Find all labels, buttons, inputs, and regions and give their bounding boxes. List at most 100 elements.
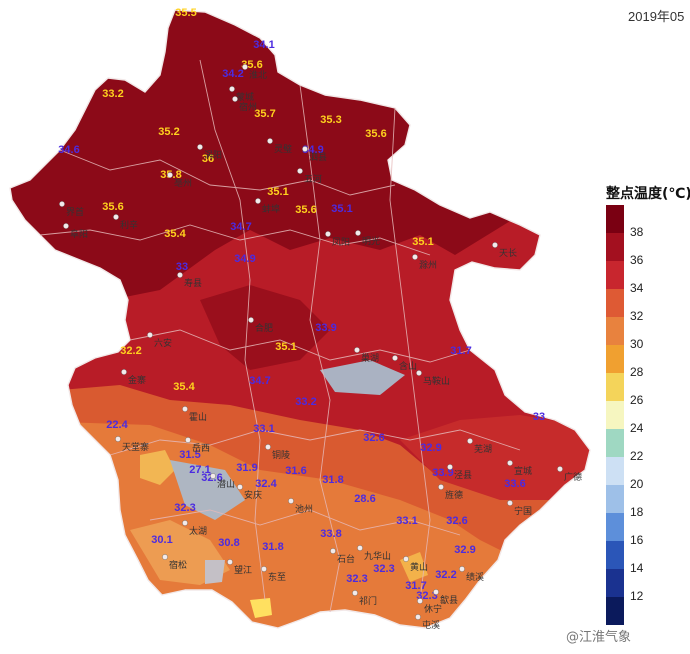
station-marker [265,444,271,450]
legend-swatch [606,597,624,625]
station-marker [507,460,513,466]
legend-tick-label: 38 [630,225,644,239]
legend-swatch [606,289,624,317]
station-marker [182,406,188,412]
place-name: 屯溪 [422,619,440,631]
temperature-reading: 33.8 [320,528,341,540]
station-marker [248,317,254,323]
legend-swatch [606,457,624,485]
station-marker [352,590,358,596]
temperature-reading: 33 [176,261,188,273]
temperature-reading: 32.6 [363,432,384,444]
place-name: 休宁 [424,603,442,615]
station-marker [113,214,119,220]
place-name: 铜陵 [272,449,290,461]
station-marker [237,484,243,490]
temperature-reading: 32.9 [420,442,441,454]
place-name: 马鞍山 [423,375,450,387]
place-name: 阜阳 [70,228,88,240]
place-name: 泾县 [454,469,472,481]
place-name: 歙县 [440,594,458,606]
temperature-reading: 32.9 [454,544,475,556]
station-marker [557,466,563,472]
station-marker [417,598,423,604]
temperature-reading: 32.3 [346,573,367,585]
legend-swatch [606,233,624,261]
place-name: 六安 [154,337,172,349]
station-marker [302,146,308,152]
place-name: 宿州 [239,101,257,113]
legend-tick-label: 18 [630,505,644,519]
legend-swatch [606,401,624,429]
temperature-reading: 33.1 [396,515,417,527]
temperature-reading: 35.3 [320,114,341,126]
station-marker [325,231,331,237]
temperature-reading: 31.6 [285,465,306,477]
legend-color-bar [606,205,624,625]
legend-swatch [606,485,624,513]
station-marker [167,172,173,178]
temperature-reading: 35.6 [365,128,386,140]
temperature-reading: 34.7 [230,221,251,233]
place-name: 祁门 [359,595,377,607]
temperature-reading: 35.6 [102,201,123,213]
place-name: 天长 [499,247,517,259]
place-name: 天堂寨 [122,441,149,453]
temperature-reading: 35.4 [164,228,186,240]
place-name: 蚌埠 [262,203,280,215]
temperature-reading: 27.1 [189,464,210,476]
temperature-reading: 34.6 [58,144,79,156]
station-marker [447,464,453,470]
station-marker [182,520,188,526]
temperature-reading: 32.2 [435,569,456,581]
date-text: 2019年05 [628,9,685,24]
legend-tick-label: 34 [630,281,644,295]
station-marker [330,548,336,554]
temperature-reading: 31.8 [322,474,343,486]
place-name: 五河 [304,173,322,185]
temperature-reading: 33.9 [432,467,453,479]
legend-tick-label: 24 [630,421,644,435]
temperature-reading: 32.3 [174,502,195,514]
place-name: 黄山 [410,561,428,573]
place-name: 巢湖 [361,352,379,364]
legend-swatch [606,429,624,457]
place-name: 九华山 [364,550,391,562]
place-name: 界首 [66,206,84,218]
place-name: 太湖 [189,525,207,537]
temperature-reading: 32.4 [255,478,277,490]
place-name: 宁国 [514,505,532,517]
temperature-reading: 28.6 [354,493,375,505]
station-marker [354,347,360,353]
temperature-reading: 33 [533,411,545,423]
legend-swatch [606,569,624,597]
place-name: 石台 [337,553,355,565]
station-marker [255,198,261,204]
station-marker [438,484,444,490]
place-name: 寿县 [184,277,202,289]
place-name: 涡阳 [204,150,222,161]
legend-tick-label: 12 [630,589,644,603]
station-marker [415,614,421,620]
station-marker [507,500,513,506]
temperature-reading: 35.5 [175,7,196,19]
station-marker [355,230,361,236]
temperature-reading: 34.2 [222,68,243,80]
temperature-reading: 33.6 [504,478,525,490]
place-name: 利辛 [120,219,138,231]
legend-tick-label: 30 [630,337,644,351]
station-marker [242,64,248,70]
legend-swatch [606,513,624,541]
place-name: 池州 [295,503,313,515]
temperature-reading: 34.9 [234,253,255,265]
temperature-reading: 35.1 [267,186,288,198]
temperature-reading: 36 [202,153,214,165]
temperature-reading: 35.7 [254,108,275,120]
temperature-reading: 35.1 [412,236,433,248]
station-marker [227,559,233,565]
legend-title: 整点温度(℃) [606,186,690,202]
place-name: 广德 [564,471,582,483]
temperature-reading: 33.1 [253,423,274,435]
place-name: 霍山 [189,412,207,423]
